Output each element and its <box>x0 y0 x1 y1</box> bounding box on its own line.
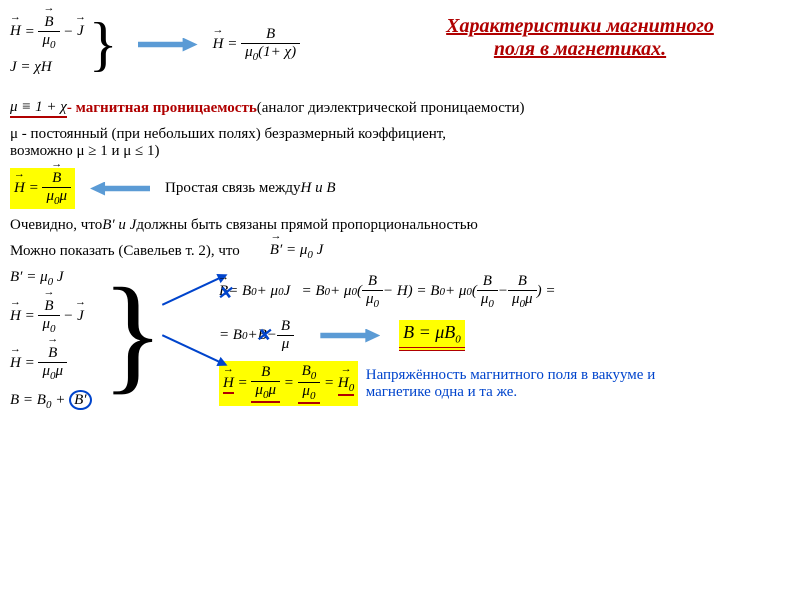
mu-note2: возможно μ ≥ 1 и μ ≤ 1) <box>10 143 790 160</box>
title-line1: Характеристики магнитного <box>446 15 714 37</box>
conclusion-text: Напряжённость магнитного поля в вакууме … <box>366 367 666 401</box>
arrow-result-icon <box>320 329 380 343</box>
mu-note1: μ - постоянный (при небольших полях) без… <box>10 126 790 143</box>
circled-b-prime: B′ <box>69 390 91 410</box>
result-h: H = Bμ0μ = B0μ0 = H0 <box>219 361 358 406</box>
title-line2: поля в магнетиках. <box>494 38 666 60</box>
arrow-left-icon <box>90 182 150 196</box>
main-derivation: B′ = μ0 J H = Bμ0 − J H = Bμ0μ B = B0 + … <box>10 269 790 411</box>
arrow-lower-icon <box>162 334 226 365</box>
arrow-right-icon <box>138 38 198 52</box>
perm-label: - магнитная проницаемость <box>67 100 257 117</box>
mu-def: μ ≡ 1 + χ <box>10 99 67 118</box>
h-b-relation: H = Bμ0μ <box>10 168 75 209</box>
result-b: B = μB0 <box>399 320 465 352</box>
